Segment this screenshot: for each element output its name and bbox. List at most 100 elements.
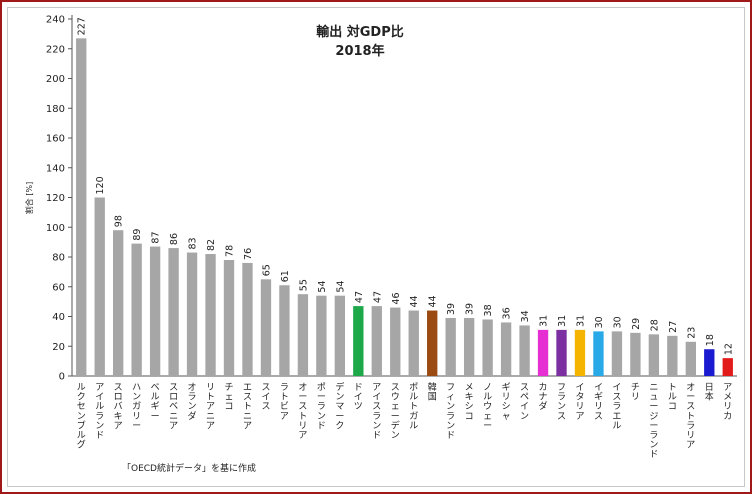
y-tick-label: 100 xyxy=(46,223,65,234)
value-label: 38 xyxy=(483,304,494,316)
y-tick-label: 0 xyxy=(59,372,65,383)
bar xyxy=(131,243,142,376)
value-label: 23 xyxy=(686,327,697,339)
x-tick-label: ラトビア xyxy=(280,382,289,422)
value-label: 12 xyxy=(723,343,734,355)
y-tick-label: 240 xyxy=(46,15,65,26)
x-tick-label: ハンガリー xyxy=(132,383,141,431)
value-label: 44 xyxy=(409,295,420,307)
value-label: 76 xyxy=(243,248,254,260)
x-tick-label: ポーランド xyxy=(317,382,326,431)
value-label: 227 xyxy=(77,17,88,35)
value-labels: 227 120 98 89 87 86 83 82 78 76 65 61 55 54 54 47 47 46 44… xyxy=(77,17,735,355)
x-tick-label: フランス xyxy=(557,383,566,422)
x-tick-label: ベルギー xyxy=(151,383,160,422)
bar xyxy=(242,262,253,376)
value-label: 46 xyxy=(391,292,402,304)
x-tick-label: ポルトガル xyxy=(409,382,418,431)
value-label: 55 xyxy=(298,279,309,291)
x-tick-label: トルコ xyxy=(668,383,677,412)
value-label: 65 xyxy=(261,264,272,276)
value-label: 87 xyxy=(151,231,162,243)
bar xyxy=(427,310,438,376)
bar xyxy=(667,335,678,376)
value-label: 27 xyxy=(668,321,679,333)
y-tick-label: 20 xyxy=(52,342,65,353)
chart-title-group: 輸出 対GDP比 2018年 xyxy=(316,24,404,59)
value-label: 39 xyxy=(446,303,457,315)
x-tick-label: チェコ xyxy=(225,382,234,412)
chart-inner-border xyxy=(7,7,745,487)
value-label: 78 xyxy=(225,245,236,257)
bar xyxy=(482,319,493,376)
x-tick-label: デンマーク xyxy=(335,381,344,431)
value-label: 120 xyxy=(95,176,106,194)
x-tick-label: スロバキア xyxy=(114,383,123,431)
x-tick-label: イタリア xyxy=(575,383,584,422)
x-tick-label: メキシコ xyxy=(465,383,474,422)
value-label: 82 xyxy=(206,239,217,251)
chart-title: 輸出 対GDP比 xyxy=(316,24,404,40)
value-label: 36 xyxy=(502,307,513,319)
bar xyxy=(500,322,512,376)
x-tick-label: 日本 xyxy=(705,382,714,403)
y-tick-labels: 0 20 40 60 80 100 120 140 160 180 200 220 240 xyxy=(46,15,65,383)
bar xyxy=(260,279,272,376)
x-tick-label: アイスランド xyxy=(372,383,381,441)
value-label: 39 xyxy=(465,303,476,315)
x-tick-label: オランダ xyxy=(188,382,197,422)
x-tick-label: カナダ xyxy=(539,382,548,412)
x-tick-label: ノルウェー xyxy=(483,383,492,431)
y-tick-label: 180 xyxy=(46,104,65,115)
bars xyxy=(76,38,733,377)
value-label: 31 xyxy=(557,315,568,327)
value-label: 54 xyxy=(335,281,346,293)
bar xyxy=(297,294,309,376)
x-tick-label: スイス xyxy=(261,383,270,412)
y-tick-label: 120 xyxy=(46,193,65,204)
value-label: 89 xyxy=(132,229,143,241)
y-tick-label: 200 xyxy=(46,74,65,85)
x-tick-label: スペイン xyxy=(520,383,529,422)
value-label: 30 xyxy=(594,316,605,328)
bar xyxy=(76,38,87,377)
value-label: 61 xyxy=(280,270,291,282)
value-label: 86 xyxy=(169,233,180,245)
bar xyxy=(408,310,419,376)
bar xyxy=(168,248,179,376)
value-label: 31 xyxy=(575,315,586,327)
y-axis-label: 割合 [%] xyxy=(24,182,34,214)
x-tick-label: スロベニア xyxy=(169,383,178,431)
value-label: 47 xyxy=(354,291,365,303)
y-tick-label: 140 xyxy=(46,163,65,174)
value-label: 31 xyxy=(539,315,550,327)
x-tick-label: オーストラリア xyxy=(686,382,695,451)
bar xyxy=(353,306,364,376)
bar xyxy=(556,329,567,376)
x-tick-label: イギリス xyxy=(594,383,603,422)
value-label: 98 xyxy=(114,215,125,227)
bar xyxy=(611,331,623,377)
x-tick-label: エストニア xyxy=(243,383,252,431)
value-label: 54 xyxy=(317,281,328,293)
x-tick-label: フィンランド xyxy=(446,383,455,441)
bar xyxy=(94,197,105,376)
x-tick-label: ルクセンブルグ xyxy=(77,383,86,451)
bar xyxy=(316,295,327,376)
bar xyxy=(722,358,733,376)
y-tick-label: 80 xyxy=(52,253,65,264)
bar xyxy=(334,295,346,376)
value-label: 44 xyxy=(428,295,439,307)
x-tick-label: リトアニア xyxy=(206,383,215,431)
bar xyxy=(186,252,198,376)
x-tick-label: オーストリア xyxy=(298,382,307,441)
value-label: 47 xyxy=(372,291,383,303)
x-tick-label: ギリシャ xyxy=(502,382,511,422)
axes xyxy=(68,15,737,377)
bar xyxy=(371,306,382,376)
bar xyxy=(205,254,216,376)
bar xyxy=(223,259,235,376)
bar xyxy=(519,325,530,376)
value-label: 30 xyxy=(612,316,623,328)
